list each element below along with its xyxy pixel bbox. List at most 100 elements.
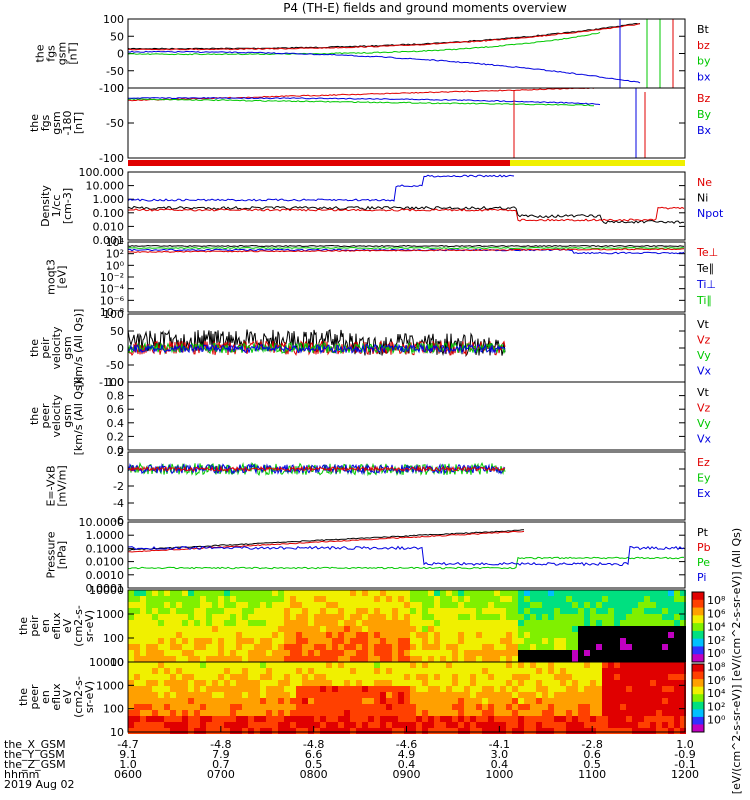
spectrogram-cell [212,596,218,602]
spectrogram-cell [470,686,476,692]
spectrogram-cell [332,656,338,662]
spectrogram-cell [458,716,464,722]
spectrogram-cell [170,698,176,704]
spectrogram-cell [518,716,524,722]
spectrogram-cell [440,716,446,722]
spectrogram-cell [596,656,602,662]
spectrogram-cell [128,686,134,692]
spectrogram-cell [662,650,668,656]
spectrogram-cell [470,608,476,614]
spectrogram-cell [656,620,662,626]
spectrogram-cell [164,620,170,626]
spectrogram-cell [668,596,674,602]
spectrogram-cell [254,626,260,632]
spectrogram-cell [416,728,422,734]
spectrogram-cell [296,710,302,716]
spectrogram-cell [224,710,230,716]
spectrogram-cell [434,596,440,602]
spectrogram-cell [230,680,236,686]
spectrogram-cell [290,728,296,734]
y-tick-label: -100 [99,376,124,389]
spectrogram-cell [308,656,314,662]
y-tick-label: 0.2 [107,430,125,443]
spectrogram-cell [428,632,434,638]
spectrogram-cell [476,632,482,638]
spectrogram-cell [656,602,662,608]
spectrogram-cell [290,716,296,722]
spectrogram-cell [194,662,200,668]
spectrogram-cell [566,686,572,692]
spectrogram-cell [176,620,182,626]
spectrogram-cell [626,590,632,596]
spectrogram-cell [584,608,590,614]
y-tick-label: 10² [106,248,124,261]
spectrogram-cell [554,692,560,698]
spectrogram-cell [530,590,536,596]
spectrogram-cell [266,692,272,698]
spectrogram-cell [302,722,308,728]
spectrogram-cell [128,614,134,620]
colorbar-segment [692,694,704,703]
spectrogram-cell [428,698,434,704]
spectrogram-cell [140,602,146,608]
spectrogram-cell [272,722,278,728]
spectrogram-cell [164,608,170,614]
spectrogram-cell [572,596,578,602]
spectrogram-cell [674,590,680,596]
spectrogram-cell [554,602,560,608]
spectrogram-cell [506,716,512,722]
spectrogram-cell [332,620,338,626]
spectrogram-cell [500,728,506,734]
spectrogram-cell [368,602,374,608]
spectrogram-cell [200,596,206,602]
spectrogram-cell [206,602,212,608]
spectrogram-cell [152,698,158,704]
spectrogram-cell [206,644,212,650]
spectrogram-cell [572,674,578,680]
spectrogram-cell [278,626,284,632]
spectrogram-cell [602,632,608,638]
y-tick-label: 10 [110,656,124,669]
spectrogram-cell [518,686,524,692]
spectrogram-cell [590,728,596,734]
spectrogram-cell [668,704,674,710]
spectrogram-cell [374,704,380,710]
legend-entry: Vz [697,334,711,347]
spectrogram-cell [428,644,434,650]
spectrogram-cell [392,668,398,674]
spectrogram-cell [512,614,518,620]
spectrogram-cell [632,692,638,698]
spectrogram-cell [398,680,404,686]
spectrogram-cell [224,650,230,656]
spectrogram-cell [254,602,260,608]
spectrogram-cell [224,722,230,728]
spectrogram-cell [476,620,482,626]
spectrogram-cell [488,596,494,602]
spectrogram-cell [320,698,326,704]
spectrogram-cell [350,686,356,692]
spectrogram-cell [416,632,422,638]
spectrogram-cell [608,638,614,644]
spectrogram-cell [200,674,206,680]
spectrogram-cell [164,638,170,644]
spectrogram-cell [518,638,524,644]
spectrogram-cell [410,614,416,620]
spectrogram-cell [446,680,452,686]
y-axis-label: sr-eV) [83,610,96,642]
spectrogram-cell [626,716,632,722]
spectrogram-cell [188,644,194,650]
spectrogram-cell [380,626,386,632]
y-tick-label: 1.000 [93,193,125,206]
spectrogram-cell [584,632,590,638]
spectrogram-cell [296,716,302,722]
spectrogram-cell [386,656,392,662]
spectrogram-cell [368,632,374,638]
spectrogram-cell [344,722,350,728]
spectrogram-cell [656,692,662,698]
spectrogram-cell [200,698,206,704]
spectrogram-cell [470,638,476,644]
x-tick-label: 7.9 [212,748,230,761]
spectrogram-cell [662,596,668,602]
spectrogram-cell [326,650,332,656]
y-axis-label: peir [39,337,52,359]
